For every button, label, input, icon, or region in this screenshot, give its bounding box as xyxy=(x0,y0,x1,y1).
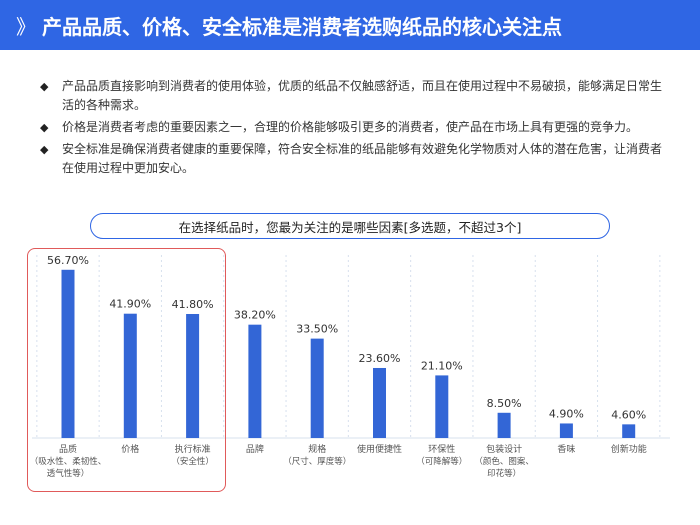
bar xyxy=(186,313,200,438)
bullet-item-price: ◆ 价格是消费者考虑的重要因素之一，合理的价格能够吸引更多的消费者，使产品在市场… xyxy=(40,118,670,137)
data-label: 33.50% xyxy=(296,323,338,336)
category-label: 包装设计 xyxy=(486,443,522,455)
bar xyxy=(622,424,636,438)
category-label: （颜色、图案、 xyxy=(474,456,534,467)
page-title: 产品品质、价格、安全标准是消费者选购纸品的核心关注点 xyxy=(42,14,562,39)
header-banner: 》 产品品质、价格、安全标准是消费者选购纸品的核心关注点 xyxy=(0,0,700,50)
bullet-text: 安全标准是确保消费者健康的重要保障，符合安全标准的纸品能够有效避免化学物质对人体… xyxy=(62,142,663,175)
bar xyxy=(61,269,75,438)
diamond-bullet-icon: ◆ xyxy=(40,121,49,134)
category-label: （安全性） xyxy=(171,456,214,467)
data-label: 8.50% xyxy=(487,397,522,410)
category-label: 香味 xyxy=(557,443,575,455)
bar xyxy=(310,338,324,438)
diamond-bullet-icon: ◆ xyxy=(40,143,49,156)
category-label: （尺寸、厚度等） xyxy=(283,456,351,467)
chart-title: 在选择纸品时，您最为关注的是哪些因素[多选题，不超过3个] xyxy=(90,213,610,239)
data-label: 23.60% xyxy=(359,352,401,365)
data-label: 56.70% xyxy=(47,254,89,267)
data-label: 4.60% xyxy=(611,408,646,421)
category-label: 使用便捷性 xyxy=(357,443,402,455)
bar xyxy=(248,324,262,438)
data-label: 41.90% xyxy=(109,298,151,311)
category-label: 环保性 xyxy=(428,443,455,455)
bar xyxy=(435,375,449,438)
bar xyxy=(559,423,573,438)
category-label: （吸水性、柔韧性、 xyxy=(30,456,107,467)
bar-chart: 56.70% 品质（吸水性、柔韧性、透气性等） 41.90% 价格 41.80% 执行标准… xyxy=(30,254,670,479)
chevron-right-icon: 》 xyxy=(16,14,36,39)
bullet-list: ◆ 产品品质直接影响到消费者的使用体验，优质的纸品不仅触感舒适，而且在使用过程中… xyxy=(40,77,670,181)
category-label: 规格 xyxy=(308,443,326,455)
category-label: （可降解等） xyxy=(416,456,467,467)
bullet-item-quality: ◆ 产品品质直接影响到消费者的使用体验，优质的纸品不仅触感舒适，而且在使用过程中… xyxy=(40,77,670,115)
bar xyxy=(123,313,137,438)
bullet-item-safety: ◆ 安全标准是确保消费者健康的重要保障，符合安全标准的纸品能够有效避免化学物质对… xyxy=(40,140,670,178)
data-label: 41.80% xyxy=(172,298,214,311)
bar xyxy=(373,367,386,438)
bar xyxy=(497,412,511,438)
category-label: 执行标准 xyxy=(175,443,211,455)
data-label: 38.20% xyxy=(234,309,276,322)
data-label: 4.90% xyxy=(549,407,584,420)
bullet-text: 价格是消费者考虑的重要因素之一，合理的价格能够吸引更多的消费者，使产品在市场上具… xyxy=(62,120,639,134)
bullet-text: 产品品质直接影响到消费者的使用体验，优质的纸品不仅触感舒适，而且在使用过程中不易… xyxy=(62,79,663,112)
data-label: 21.10% xyxy=(421,359,463,372)
category-label: 品质 xyxy=(59,443,77,455)
category-label: 价格 xyxy=(121,443,139,455)
category-label: 创新功能 xyxy=(611,443,647,455)
category-label: 透气性等） xyxy=(47,468,90,479)
category-label: 印花等） xyxy=(487,468,521,479)
diamond-bullet-icon: ◆ xyxy=(40,80,49,93)
category-label: 品牌 xyxy=(246,443,264,455)
